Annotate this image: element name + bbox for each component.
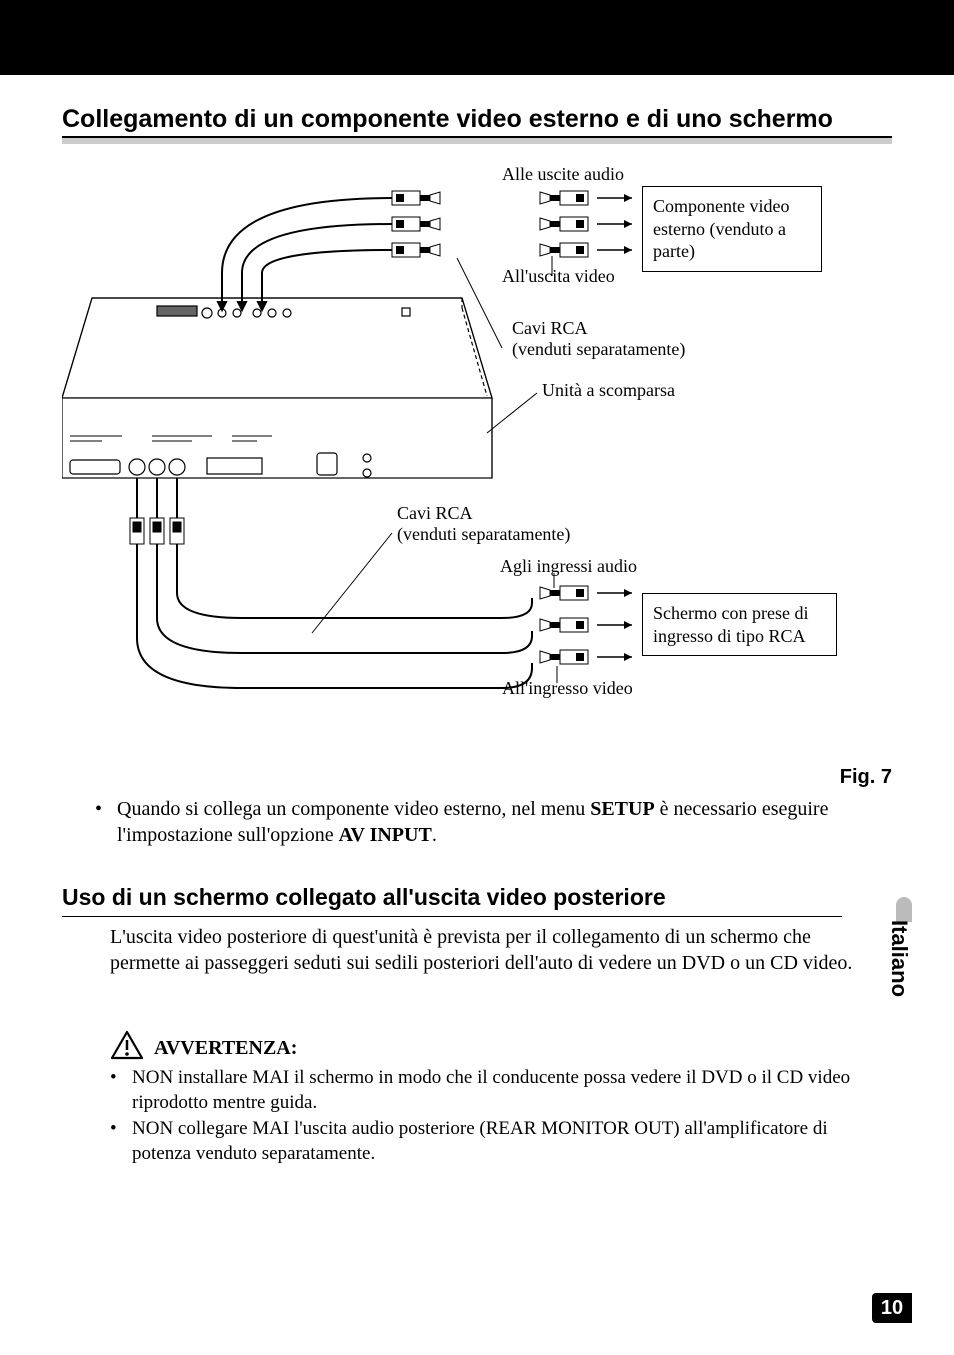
- label-rca-top: Cavi RCA (venduti separatamente): [512, 318, 685, 359]
- bullet-dot: •: [110, 1066, 132, 1115]
- language-tab: Italiano: [886, 920, 912, 997]
- warning-label: AVVERTENZA:: [154, 1037, 297, 1060]
- top-black-bar: [0, 0, 954, 75]
- rca-bot-line2: (venduti separatamente): [397, 524, 570, 544]
- label-hideaway: Unità a scomparsa: [542, 380, 675, 401]
- bullet-text: Quando si collega un componente video es…: [117, 796, 865, 848]
- heading-gray-strip: [62, 138, 892, 144]
- wiring-diagram: Alle uscite audio Componente video ester…: [62, 158, 892, 748]
- label-audio-in: Agli ingressi audio: [500, 556, 637, 577]
- bullet-dot: •: [95, 796, 117, 848]
- body-paragraph: L'uscita video posteriore di quest'unità…: [110, 924, 870, 976]
- label-video-in: All'ingresso video: [502, 678, 633, 699]
- warning-bullets: • NON installare MAI il schermo in modo …: [110, 1066, 870, 1169]
- figure-label: Fig. 7: [840, 766, 892, 789]
- label-rca-bottom: Cavi RCA (venduti separatamente): [397, 503, 570, 544]
- t: SETUP: [590, 798, 654, 820]
- rca-top-line2: (venduti separatamente): [512, 339, 685, 359]
- warn-bullet-2: NON collegare MAI l'uscita audio posteri…: [132, 1117, 870, 1166]
- label-video-out: All'uscita video: [502, 266, 615, 287]
- side-tab-gray: [896, 897, 912, 922]
- label-audio-out: Alle uscite audio: [502, 164, 624, 185]
- sub-heading: Uso di un schermo collegato all'uscita v…: [62, 884, 666, 911]
- sub-heading-underline: [62, 916, 842, 917]
- t: Quando si collega un componente video es…: [117, 798, 590, 820]
- main-heading: Collegamento di un componente video este…: [62, 105, 892, 134]
- bullet-dot: •: [110, 1117, 132, 1166]
- page-number: 10: [872, 1293, 912, 1323]
- rca-top-line1: Cavi RCA: [512, 318, 588, 338]
- t: .: [432, 824, 437, 846]
- box-screen: Schermo con prese di ingresso di tipo RC…: [642, 593, 837, 656]
- warning-heading: AVVERTENZA:: [110, 1030, 297, 1060]
- warn-bullet-1: NON installare MAI il schermo in modo ch…: [132, 1066, 870, 1115]
- setup-note: • Quando si collega un componente video …: [95, 796, 865, 850]
- warning-icon: [110, 1030, 144, 1060]
- box-ext-video: Componente video esterno (venduto a part…: [642, 186, 822, 272]
- rca-bot-line1: Cavi RCA: [397, 503, 473, 523]
- t: AV INPUT: [339, 824, 432, 846]
